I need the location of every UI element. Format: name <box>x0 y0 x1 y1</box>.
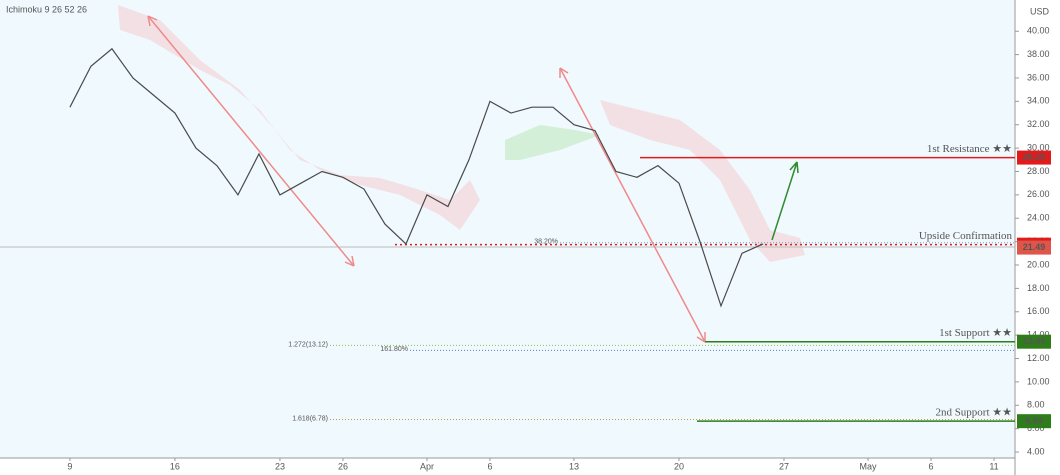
price-tag <box>1017 240 1051 255</box>
fib-label: 161.80% <box>380 346 408 353</box>
y-tick-label: 12.00 <box>1027 353 1050 363</box>
x-tick-label: 6 <box>928 461 933 471</box>
x-tick-label: 11 <box>989 461 998 471</box>
time-axis <box>0 458 1015 475</box>
trend-arrow <box>147 15 355 267</box>
x-tick-label: 23 <box>275 461 285 471</box>
projection-arrow <box>771 161 798 241</box>
level-label: Upside Confirmation <box>919 230 1013 242</box>
price-tag <box>1017 150 1051 165</box>
y-tick-label: 38.00 <box>1027 49 1050 59</box>
y-tick-label: 18.00 <box>1027 283 1050 293</box>
fib-label: 1.272(13.12) <box>288 341 328 348</box>
x-tick-label: 26 <box>338 461 348 471</box>
ichimoku-cloud <box>600 100 805 262</box>
currency-label: USD <box>1030 6 1050 16</box>
level-label: 1st Support ★★ <box>939 327 1012 339</box>
level-label: 1st Resistance ★★ <box>927 143 1012 155</box>
price-tag-label: 13.44 <box>1023 336 1046 346</box>
y-tick-label: 14.00 <box>1027 330 1050 340</box>
trend-arrow <box>559 67 706 343</box>
price-tag-label: 21.49 <box>1023 242 1046 252</box>
y-tick-label: 36.00 <box>1027 72 1050 82</box>
y-tick-label: 32.00 <box>1027 119 1050 129</box>
price-tag-label: 6.64 <box>1025 416 1043 426</box>
y-tick-label: 40.00 <box>1027 26 1050 36</box>
y-tick-label: 30.00 <box>1027 142 1050 152</box>
y-tick-label: 20.00 <box>1027 259 1050 269</box>
fib-label: 1.618(6.78) <box>292 415 328 422</box>
level-label: 2nd Support ★★ <box>935 407 1012 419</box>
x-tick-label: Apr <box>420 461 434 471</box>
x-tick-label: 20 <box>674 461 684 471</box>
ichimoku-cloud <box>505 125 600 160</box>
x-tick-label: May <box>859 461 877 471</box>
price-tag <box>1017 414 1051 429</box>
arrow-head <box>559 67 706 343</box>
y-tick-label: 8.00 <box>1027 400 1045 410</box>
x-tick-label: 9 <box>67 461 72 471</box>
arrow-head <box>147 15 355 267</box>
x-tick-label: 27 <box>779 461 789 471</box>
price-line <box>69 47 764 308</box>
y-tick-label: 24.00 <box>1027 213 1050 223</box>
y-tick-label: 16.00 <box>1027 306 1050 316</box>
y-tick-label: 4.00 <box>1027 446 1045 456</box>
x-tick-label: 16 <box>170 461 180 471</box>
fib-label: 38.20% <box>534 239 558 246</box>
price-axis <box>1015 0 1060 475</box>
y-tick-label: 26.00 <box>1027 189 1050 199</box>
price-tag-label: 29.19 <box>1023 152 1046 162</box>
indicator-label: Ichimoku 9 26 52 26 <box>6 4 87 14</box>
arrow-head <box>789 161 799 174</box>
x-tick-label: 6 <box>487 461 492 471</box>
x-tick-label: 13 <box>569 461 579 471</box>
y-tick-label: 28.00 <box>1027 166 1050 176</box>
ichimoku-cloud <box>118 5 480 230</box>
y-tick-label: 10.00 <box>1027 376 1050 386</box>
plot-background <box>0 0 1015 458</box>
price-tag <box>1017 334 1051 349</box>
y-tick-label: 34.00 <box>1027 96 1050 106</box>
